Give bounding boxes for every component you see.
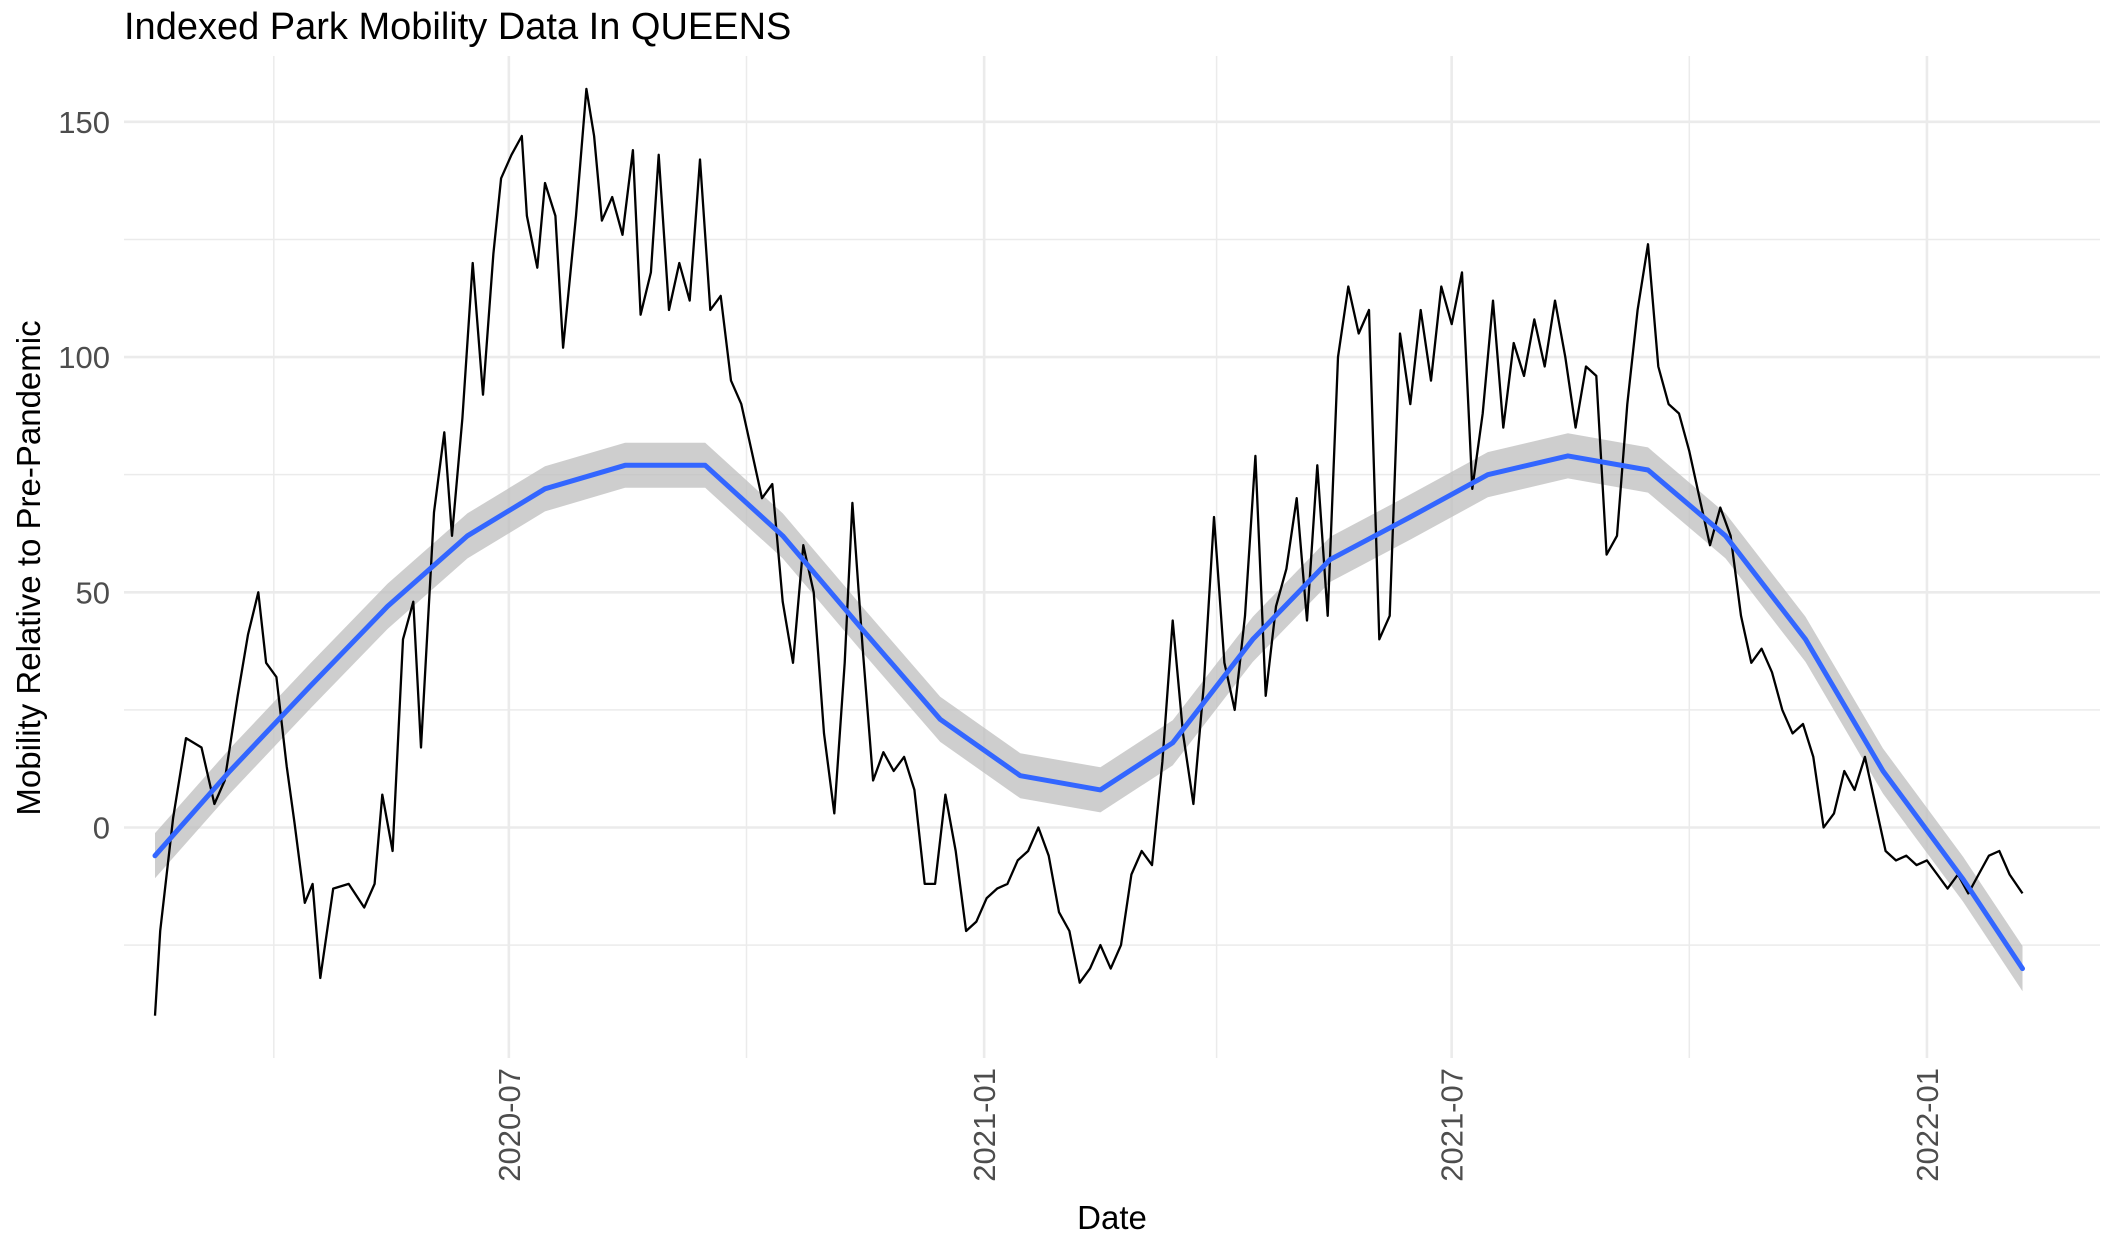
y-axis-title: Mobility Relative to Pre-Pandemic (10, 320, 47, 815)
chart-title: Indexed Park Mobility Data In QUEENS (124, 6, 792, 48)
x-tick-label: 2020-07 (492, 1068, 527, 1182)
x-tick-label: 2021-07 (1435, 1068, 1470, 1182)
smooth-layer (152, 453, 2025, 972)
y-tick-label: 100 (58, 340, 110, 375)
y-tick-label: 50 (76, 575, 110, 610)
x-tick-label: 2021-01 (967, 1068, 1002, 1182)
smooth-line (152, 453, 2025, 972)
data-layer (153, 87, 2024, 1016)
x-axis-title: Date (1077, 1199, 1147, 1236)
y-tick-labels: 0 50 100 150 (58, 105, 110, 846)
grid-minor (124, 56, 2100, 1058)
ribbon-layer (155, 433, 2023, 992)
confidence-ribbon (155, 433, 2023, 992)
observed-line (153, 87, 2024, 1016)
y-tick-label: 150 (58, 105, 110, 140)
x-tick-label: 2022-01 (1910, 1068, 1945, 1182)
y-tick-label: 0 (93, 810, 110, 845)
x-tick-labels: 2020-07 2021-01 2021-07 2022-01 (492, 1068, 1945, 1182)
